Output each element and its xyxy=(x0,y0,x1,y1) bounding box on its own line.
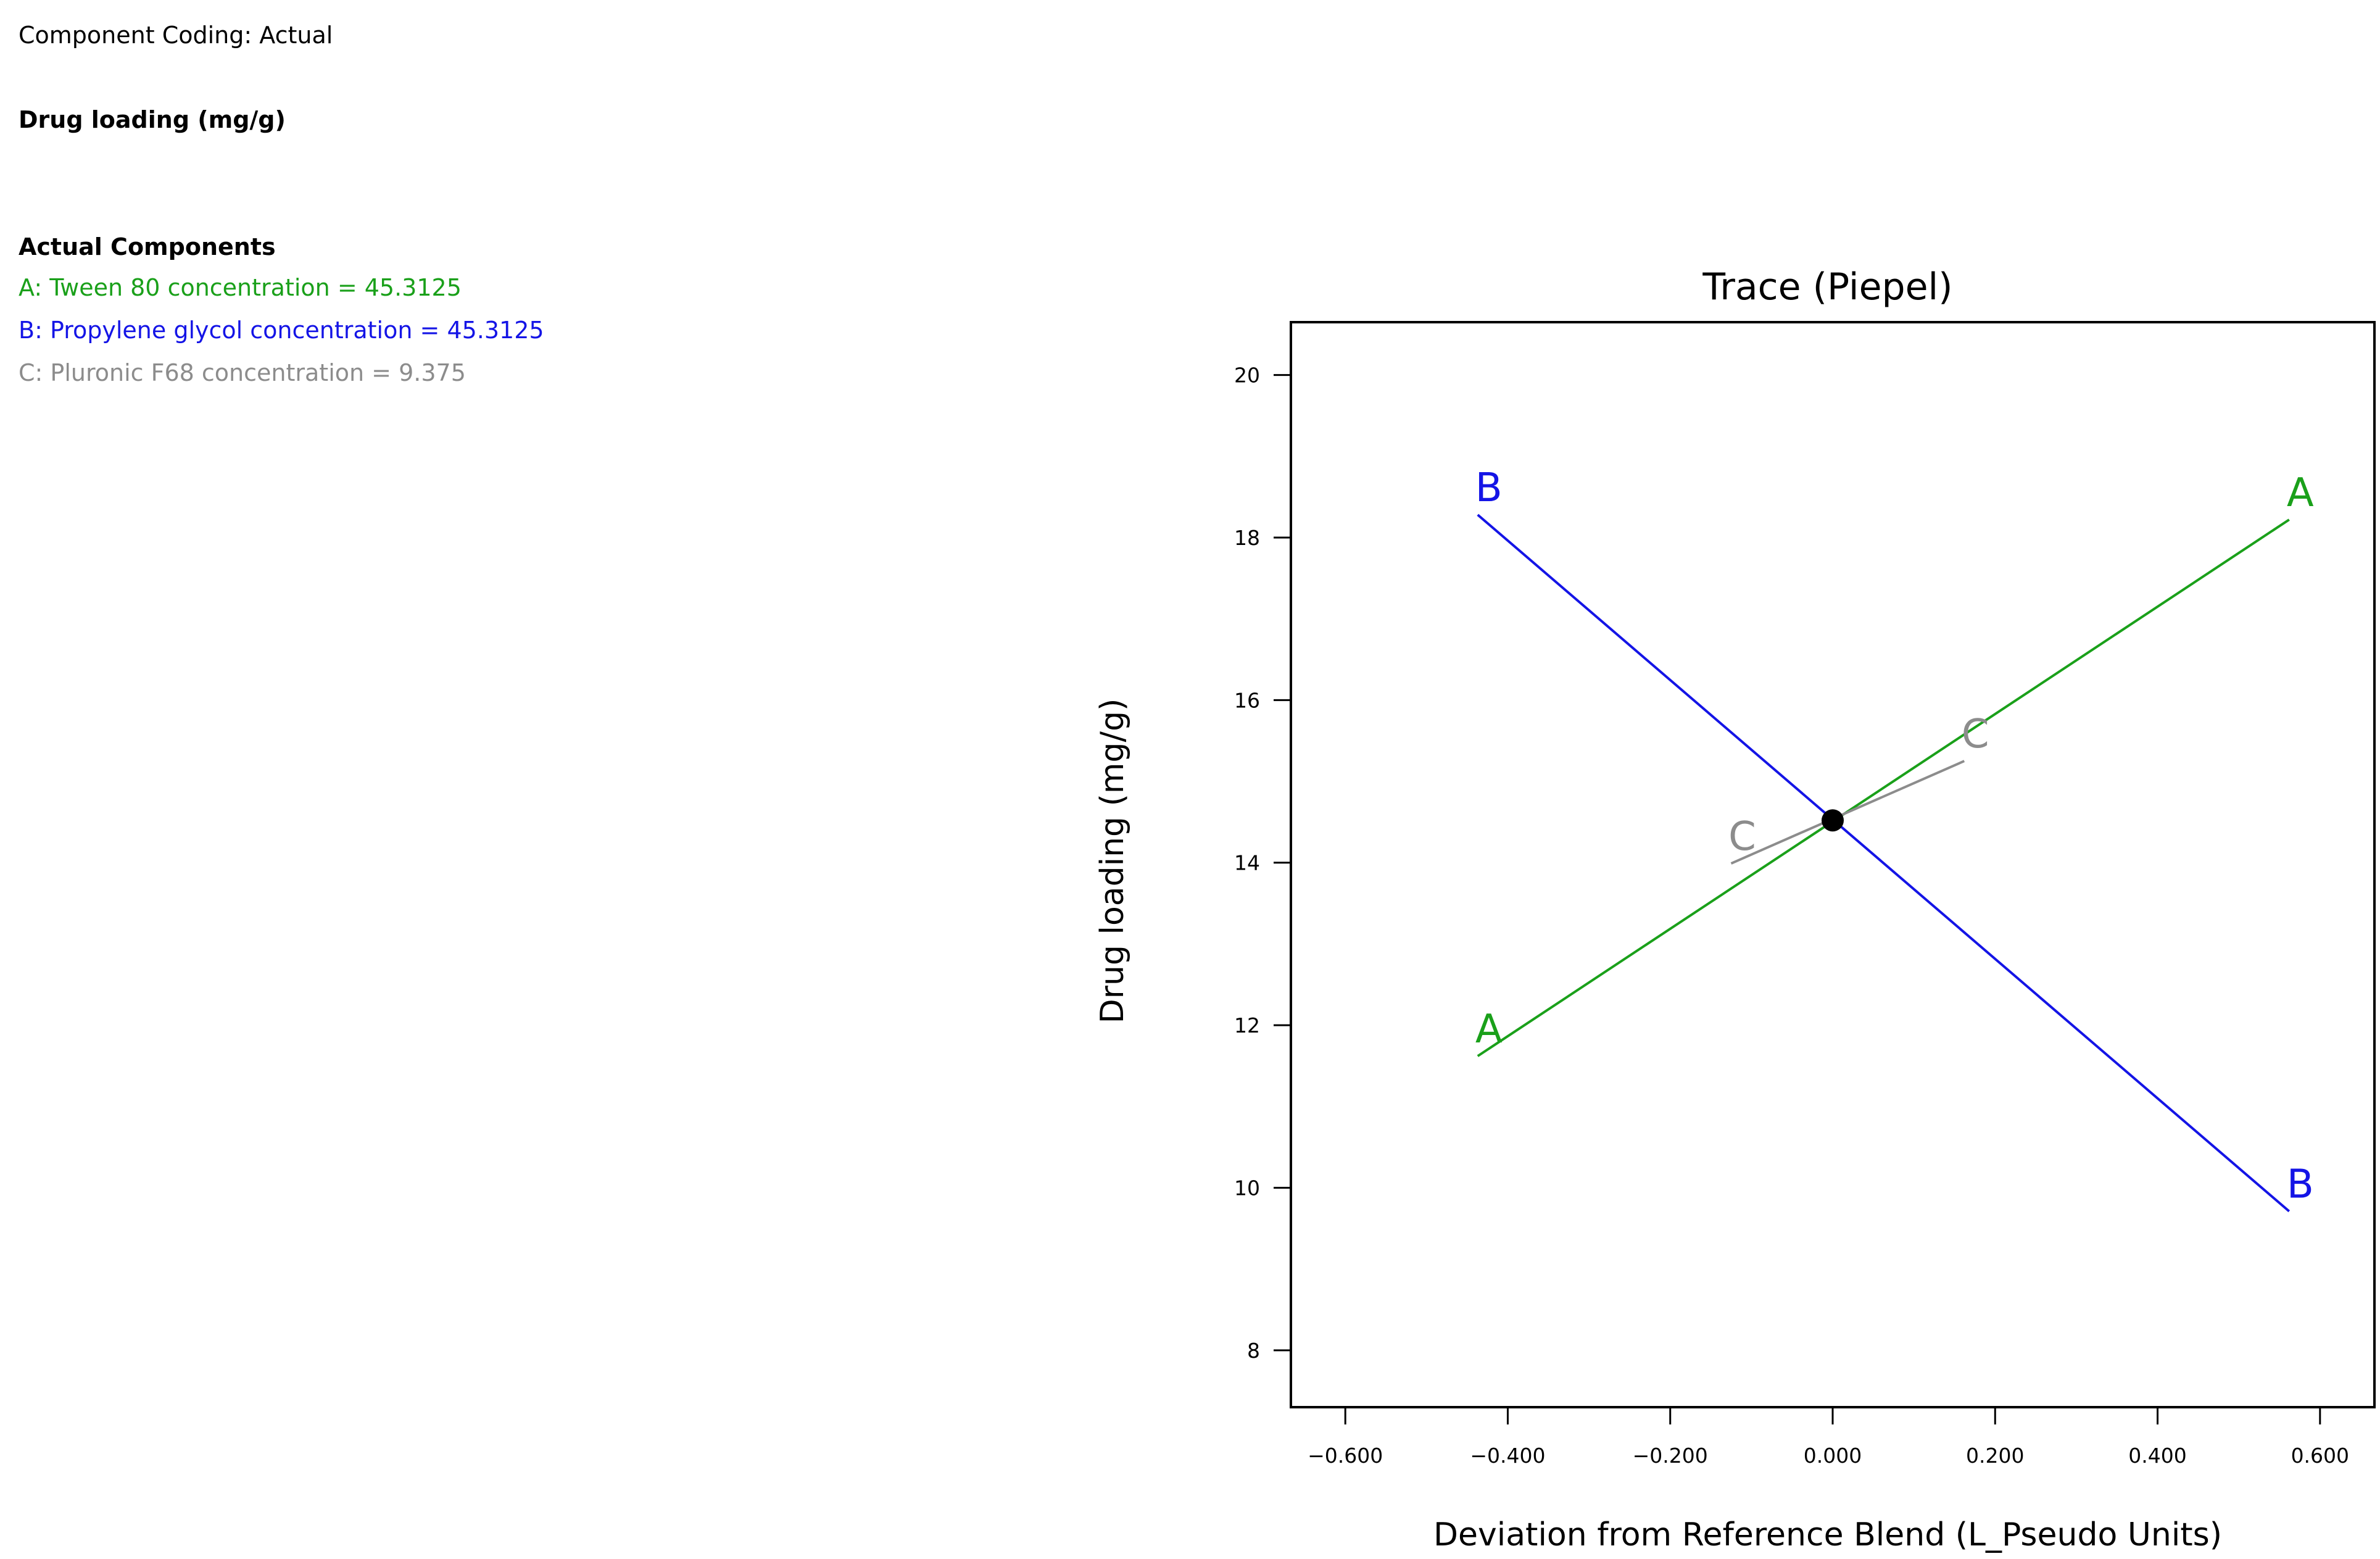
component-c-label: C: Pluronic F68 concentration = 9.375 xyxy=(19,359,466,386)
trace-line-a xyxy=(1477,518,2290,1057)
x-tick-label: 0.200 xyxy=(1966,1444,2024,1468)
response-name-label: Drug loading (mg/g) xyxy=(19,106,286,133)
y-tick-label: 12 xyxy=(1234,1013,1260,1037)
y-tick-label: 14 xyxy=(1234,851,1260,875)
x-tick-label: −0.200 xyxy=(1633,1444,1708,1468)
actual-components-header: Actual Components xyxy=(19,233,276,260)
x-tick-label: −0.600 xyxy=(1308,1444,1383,1468)
component-coding-label: Component Coding: Actual xyxy=(19,22,333,49)
trace-label-a-end: A xyxy=(2287,470,2314,516)
x-tick-label: 0.000 xyxy=(1804,1444,1862,1468)
component-b-label: B: Propylene glycol concentration = 45.3… xyxy=(19,317,544,344)
x-tick-label: 0.400 xyxy=(2128,1444,2186,1468)
plot-area-frame xyxy=(1290,321,2376,1408)
y-tick-label: 8 xyxy=(1247,1339,1260,1363)
trace-label-b-end: B xyxy=(2287,1162,2314,1208)
trace-label-c-start: C xyxy=(1728,814,1756,860)
y-axis-label: Drug loading (mg/g) xyxy=(1094,699,1131,1024)
x-tick-label: 0.600 xyxy=(2291,1444,2349,1468)
y-tick-label: 16 xyxy=(1234,688,1260,712)
trace-label-b-start: B xyxy=(1475,465,1503,511)
y-tick-label: 20 xyxy=(1234,364,1260,388)
trace-line-c xyxy=(1730,760,1965,865)
y-tick-label: 18 xyxy=(1234,526,1260,550)
trace-label-c-end: C xyxy=(1962,712,1989,757)
reference-blend-point xyxy=(1822,809,1844,832)
trace-label-a-start: A xyxy=(1475,1007,1503,1052)
x-tick-label: −0.400 xyxy=(1470,1444,1545,1468)
component-a-label: A: Tween 80 concentration = 45.3125 xyxy=(19,274,462,301)
y-tick-label: 10 xyxy=(1234,1176,1260,1200)
trace-line-b xyxy=(1477,513,2291,1213)
chart-title: Trace (Piepel) xyxy=(1702,265,1952,309)
x-axis-label: Deviation from Reference Blend (L_Pseudo… xyxy=(1433,1516,2222,1553)
